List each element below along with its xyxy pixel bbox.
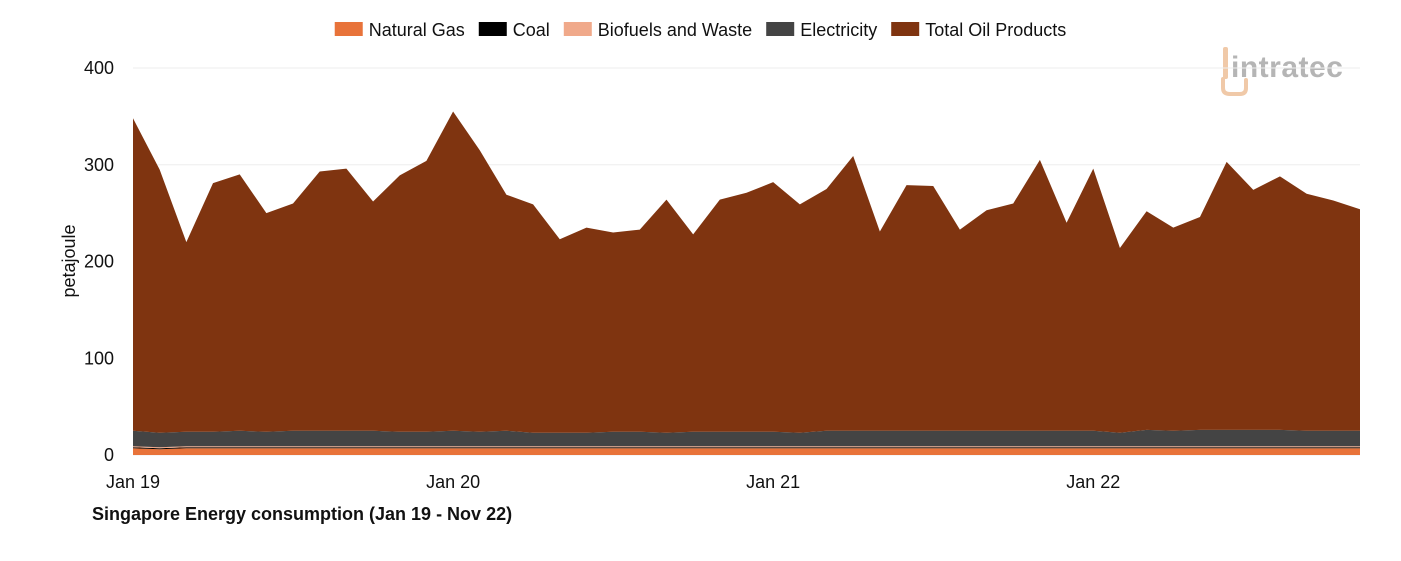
area-series-electricity: [133, 429, 1360, 448]
area-series-coal: [133, 447, 1360, 450]
legend-swatch: [766, 22, 795, 36]
legend-swatch: [563, 22, 592, 36]
legend-label: Natural Gas: [369, 20, 465, 40]
y-axis-label: petajoule: [59, 224, 79, 297]
logo-mark-icon: [1223, 47, 1228, 79]
legend-swatch: [478, 22, 507, 36]
legend-item-biofuels-and-waste[interactable]: Biofuels and Waste: [563, 20, 752, 40]
stacked-areas: [133, 111, 1360, 455]
legend-item-coal[interactable]: Coal: [478, 20, 550, 40]
legend-label: Biofuels and Waste: [598, 20, 752, 40]
area-series-biofuels-and-waste: [133, 446, 1360, 449]
legend-label: Total Oil Products: [925, 20, 1066, 40]
x-tick-label: Jan 22: [1066, 472, 1120, 492]
x-axis-ticks: Jan 19 Jan 20 Jan 21 Jan 22: [106, 472, 1120, 492]
chart-legend: Natural Gas Coal Biofuels and Waste Electri…: [334, 20, 1066, 40]
legend-item-natural-gas[interactable]: Natural Gas: [334, 20, 465, 40]
legend-item-electricity[interactable]: Electricity: [766, 20, 877, 40]
x-tick-label: Jan 20: [426, 472, 480, 492]
area-series-natural-gas: [133, 448, 1360, 455]
x-tick-label: Jan 19: [106, 472, 160, 492]
y-axis-ticks: 0 100 200 300 400: [84, 58, 114, 465]
x-tick-label: Jan 21: [746, 472, 800, 492]
y-tick-label: 300: [84, 155, 114, 175]
legend-label: Electricity: [800, 20, 877, 40]
y-tick-label: 200: [84, 252, 114, 272]
y-tick-label: 100: [84, 348, 114, 368]
legend-swatch: [891, 22, 920, 36]
y-tick-label: 400: [84, 58, 114, 78]
legend-label: Coal: [513, 20, 550, 40]
logo-hook-icon: [1221, 77, 1248, 96]
area-series-total-oil-products: [133, 111, 1360, 433]
chart-title: Singapore Energy consumption (Jan 19 - N…: [92, 504, 512, 524]
legend-item-total-oil-products[interactable]: Total Oil Products: [891, 20, 1066, 40]
y-tick-label: 0: [104, 445, 114, 465]
intratec-logo: intratec: [1221, 47, 1343, 96]
legend-swatch: [334, 22, 363, 36]
